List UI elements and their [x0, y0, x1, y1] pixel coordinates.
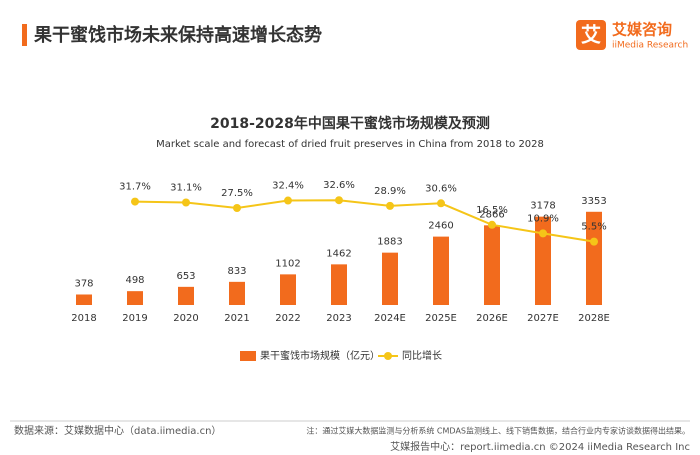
line-label: 32.6%	[323, 180, 355, 191]
line-point	[386, 201, 394, 210]
header-accent	[22, 24, 27, 46]
line-label: 5.5%	[581, 222, 606, 233]
x-tick-label: 2023	[326, 313, 351, 324]
legend-swatch-dot	[384, 352, 392, 360]
line-point	[182, 198, 190, 207]
bar	[535, 216, 551, 305]
bar-label: 1883	[377, 237, 402, 248]
bar	[484, 225, 500, 305]
bar-label: 2460	[428, 221, 453, 232]
x-tick-label: 2020	[173, 313, 198, 324]
header-title: 果干蜜饯市场未来保持高速增长态势	[33, 24, 322, 46]
line-label: 31.7%	[119, 182, 151, 193]
line-label: 27.5%	[221, 188, 253, 199]
line-point	[284, 196, 292, 205]
logo: 艾媒咨询	[612, 21, 672, 39]
x-tick-label: 2025E	[425, 313, 457, 324]
bar-label: 1462	[326, 248, 351, 259]
bar	[433, 236, 449, 305]
line-point	[335, 196, 343, 205]
chart-title: 2018-2028年中国果干蜜饯市场规模及预测	[210, 115, 490, 132]
bar-label: 3178	[530, 201, 555, 212]
line-point	[131, 197, 139, 206]
logo-en: iiMedia Research	[612, 41, 688, 51]
line-point	[437, 199, 445, 208]
line-label: 16.5%	[476, 205, 508, 216]
x-tick-label: 2026E	[476, 313, 508, 324]
x-tick-label: 2024E	[374, 313, 406, 324]
line-label: 28.9%	[374, 186, 406, 197]
logo-mark: 艾	[581, 23, 601, 47]
bar	[382, 252, 398, 305]
x-tick-label: 2019	[122, 313, 147, 324]
bar-label: 833	[227, 266, 246, 277]
bar-label: 3353	[581, 196, 606, 207]
footer-note: 注：通过艾媒大数据监测与分析系统 CMDAS监测线上、线下销售数据，结合行业内专…	[306, 426, 690, 436]
x-tick-label: 2028E	[578, 313, 610, 324]
x-tick-label: 2022	[275, 313, 300, 324]
line-label: 31.1%	[170, 183, 202, 194]
footer-source: 数据来源：艾媒数据中心（data.iimedia.cn）	[14, 424, 221, 437]
bar	[76, 294, 92, 305]
line	[134, 199, 595, 243]
bar	[586, 211, 602, 305]
bar	[331, 264, 347, 305]
legend-label: 果干蜜饯市场规模（亿元）	[260, 349, 380, 362]
bar-label: 498	[125, 275, 144, 286]
line-point	[488, 220, 496, 229]
legend-label: 同比增长	[402, 349, 442, 362]
line-label: 10.9%	[527, 213, 559, 224]
legend-swatch	[240, 351, 256, 361]
bar	[229, 281, 245, 305]
logo-mark-bg	[576, 20, 606, 50]
x-tick-label: 2021	[224, 313, 249, 324]
line-label: 30.6%	[425, 183, 457, 194]
x-tick-label: 2027E	[527, 313, 559, 324]
bar	[178, 286, 194, 305]
line-point	[539, 229, 547, 238]
x-tick-label: 2018	[71, 313, 96, 324]
bar	[280, 274, 296, 305]
footer-report: 艾媒报告中心：report.iimedia.cn ©2024 iiMedia R…	[390, 440, 690, 453]
chart-subtitle: Market scale and forecast of dried fruit…	[156, 139, 544, 150]
bar-label: 653	[176, 271, 195, 282]
line-label: 32.4%	[272, 181, 304, 192]
bar-label: 378	[74, 278, 93, 289]
bar	[127, 291, 143, 305]
line-point	[233, 204, 241, 213]
bar-label: 1102	[275, 258, 300, 269]
line-point	[590, 237, 598, 246]
bar-label: 2866	[479, 209, 504, 220]
